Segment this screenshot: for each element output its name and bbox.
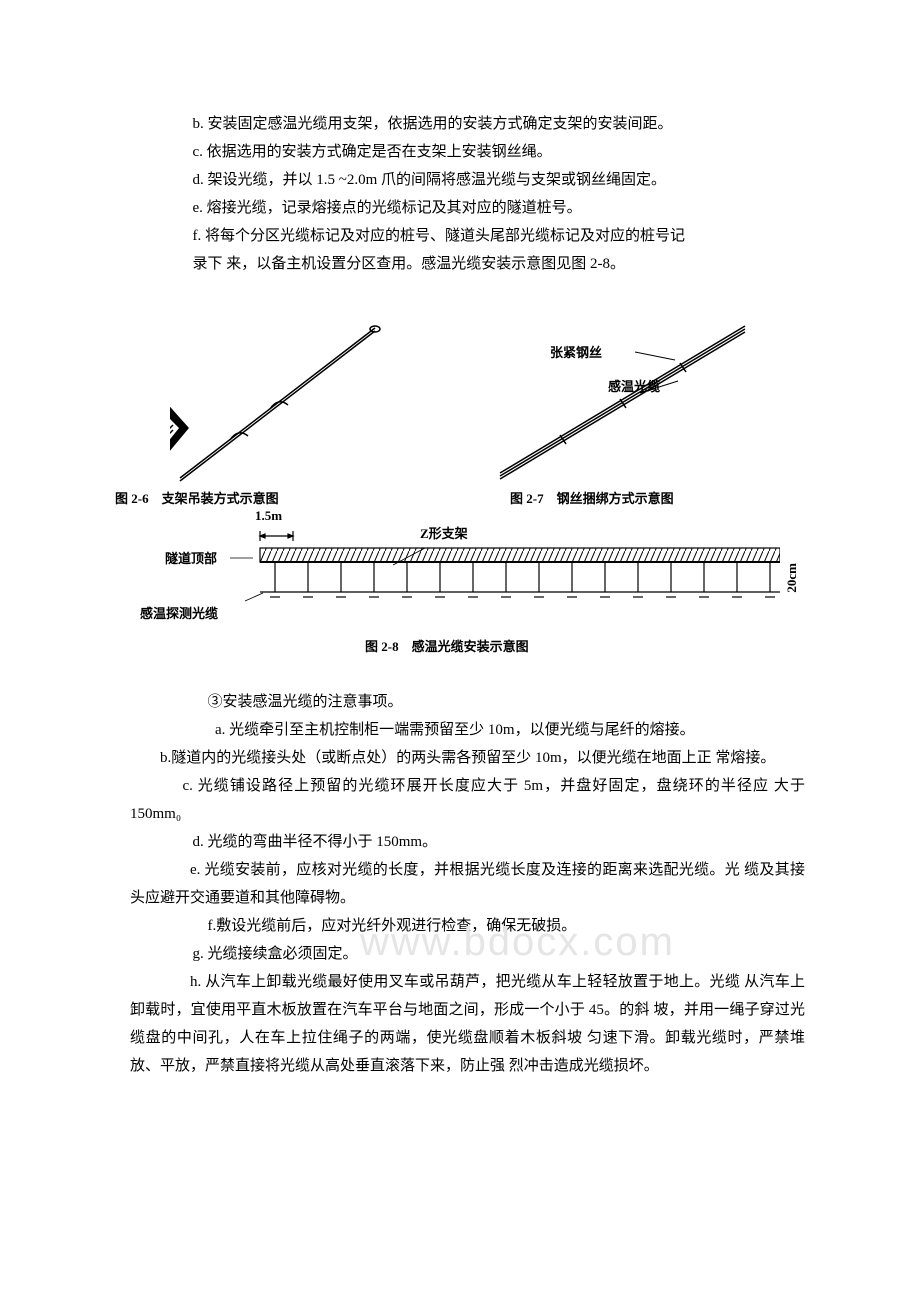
item-e: e. 光缆安装前，应核对光缆的长度，并根据光缆长度及连接的距离来选配光缆。光 缆… (130, 856, 805, 912)
label-15m: 1.5m (255, 508, 282, 524)
label-20cm: 20cm (784, 563, 800, 593)
label-cable: 感温光缆 (608, 376, 660, 395)
item-h: h. 从汽车上卸载光缆最好使用叉车或吊葫芦，把光缆从车上轻轻放置于地上。光缆 从… (130, 968, 805, 1080)
figure-block: www.bdocx.com (170, 308, 780, 658)
label-zbracket: Z形支架 (420, 523, 468, 542)
item-d: d. 光缆的弯曲半径不得小于 150mm。 (170, 828, 780, 856)
para-c: c. 依据选用的安装方式确定是否在支架上安装钢丝绳。 (170, 138, 780, 166)
label-wire: 张紧钢丝 (550, 342, 602, 361)
item-a: a. 光缆牵引至主机控制柜一端需预留至少 10m，以便光缆与尾纤的熔接。 (170, 716, 780, 744)
para-f2: 录下 来，以备主机设置分区查用。感温光缆安装示意图见图 2-8。 (170, 250, 780, 278)
figures-svg (170, 308, 780, 658)
label-fig26: 图 2-6 支架吊装方式示意图 (115, 488, 279, 507)
watermark: www.bdocx.com (360, 920, 675, 965)
item-b: b.隧道内的光缆接头处（或断点处）的两头需各预留至少 10m，以便光缆在地面上正… (130, 744, 805, 772)
para-d: d. 架设光缆，并以 1.5 ~2.0m 爪的间隔将感温光缆与支架或钢丝绳固定。 (170, 166, 780, 194)
section3-title: ③安装感温光缆的注意事项。 (170, 688, 780, 716)
label-tunnel-top: 隧道顶部 (165, 548, 217, 567)
para-b: b. 安装固定感温光缆用支架，依据选用的安装方式确定支架的安装间距。 (170, 110, 780, 138)
label-fig27: 图 2-7 钢丝捆绑方式示意图 (510, 488, 674, 507)
label-fig28: 图 2-8 感温光缆安装示意图 (365, 636, 529, 655)
label-detect-cable: 感温探测光缆 (140, 603, 218, 622)
item-c: c. 光缆铺设路径上预留的光缆环展开长度应大于 5m，并盘好固定，盘绕环的半径应… (130, 772, 805, 828)
para-f1: f. 将每个分区光缆标记及对应的桩号、隧道头尾部光缆标记及对应的桩号记 (170, 222, 780, 250)
para-e: e. 熔接光缆，记录熔接点的光缆标记及其对应的隧道桩号。 (170, 194, 780, 222)
